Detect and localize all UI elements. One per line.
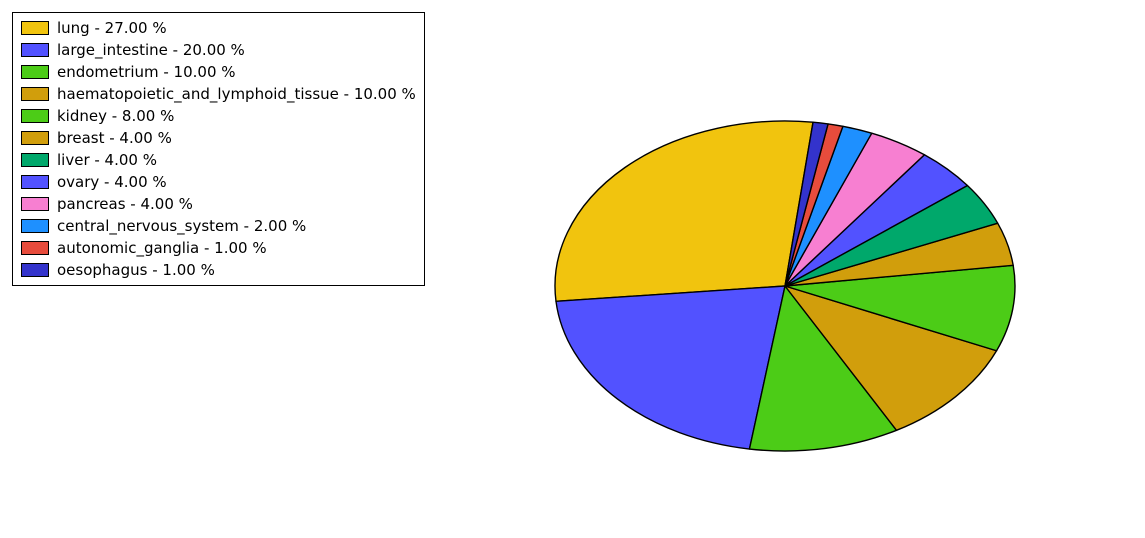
pie-svg xyxy=(0,0,1145,538)
pie-slice-large_intestine xyxy=(556,286,785,449)
pie-slice-lung xyxy=(555,121,813,301)
